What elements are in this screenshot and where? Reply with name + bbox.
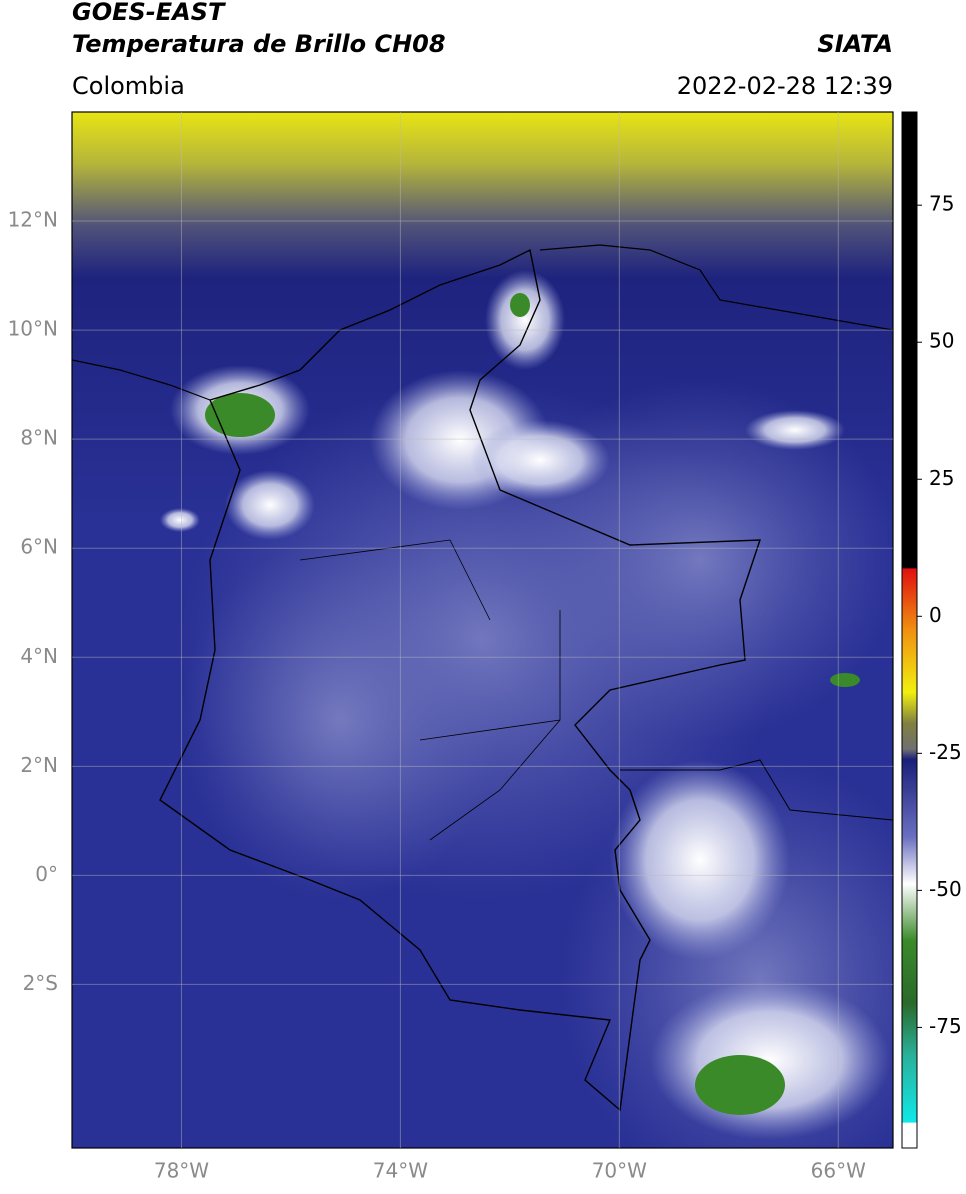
colorbar-tick-label: 25: [929, 466, 954, 490]
lat-tick-label: 8°N: [20, 426, 58, 450]
map-frame: [71, 111, 894, 1149]
colorbar-tick-label: -25: [929, 740, 962, 764]
lat-tick-label: 4°N: [20, 644, 58, 668]
title: GOES-EAST: [72, 0, 226, 26]
lat-tick-label: 12°N: [8, 208, 58, 232]
colorbar: [901, 111, 918, 1149]
lat-tick-label: 6°N: [20, 535, 58, 559]
lat-tick-label: 0°: [35, 862, 58, 886]
lon-tick-label: 66°W: [811, 1159, 866, 1183]
colorbar-tick-label: 0: [929, 603, 942, 627]
lat-tick-label: 2°S: [23, 971, 58, 995]
lat-tick-label: 2°N: [20, 753, 58, 777]
lat-tick-label: 10°N: [8, 317, 58, 341]
timestamp: 2022-02-28 12:39: [677, 72, 893, 100]
colorbar-tick-label: -50: [929, 877, 962, 901]
colorbar-tick-label: 50: [929, 329, 954, 353]
lon-tick-label: 78°W: [154, 1159, 209, 1183]
colorbar-tick-label: 75: [929, 192, 954, 216]
region: Colombia: [72, 72, 185, 100]
colorbar-tick-label: -75: [929, 1014, 962, 1038]
lon-tick-label: 74°W: [373, 1159, 428, 1183]
lon-tick-label: 70°W: [592, 1159, 647, 1183]
source: SIATA: [817, 30, 893, 58]
subtitle: Temperatura de Brillo CH08: [72, 30, 446, 58]
satellite-image: [72, 112, 893, 1148]
